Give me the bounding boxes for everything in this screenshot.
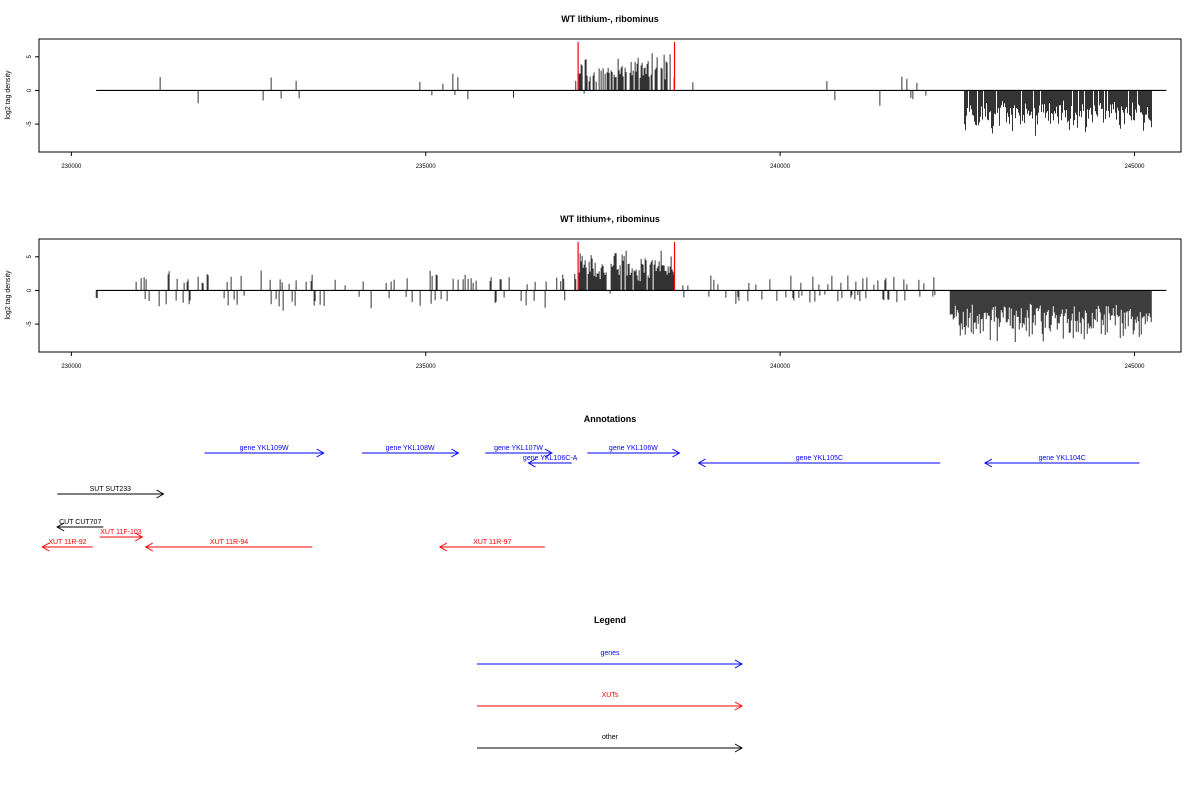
arrow-head	[134, 532, 144, 542]
density-bars	[96, 53, 1167, 136]
x-tick-label: 240000	[770, 364, 791, 370]
annotation-arrow: XUT 11F-103	[99, 529, 144, 542]
arrow-head	[451, 448, 460, 458]
region-markers	[577, 242, 676, 291]
legend-label: XUTs	[602, 692, 619, 699]
legend-items: genes XUTs other	[477, 650, 744, 753]
annotation-arrow: gene YKL104C	[983, 455, 1140, 468]
plot-frame	[38, 38, 1182, 153]
annotation-label: gene YKL104C	[1039, 455, 1086, 462]
annotation-arrow: XUT 11R-94	[144, 539, 313, 552]
x-tick-label: 230000	[61, 364, 82, 370]
arrow-head	[41, 542, 50, 552]
legend: Legend genes XUTs other	[477, 615, 744, 753]
annotation-label: gene YKL106W	[609, 445, 658, 452]
legend-item: genes	[477, 650, 744, 669]
annotation-arrow: gene YKL108W	[361, 445, 460, 458]
y-tick-label: 5	[27, 254, 33, 258]
plot-title: WT lithium-, ribominus	[561, 14, 659, 24]
y-tick-label: -5	[27, 121, 33, 127]
arrow-head	[144, 542, 154, 552]
annotation-arrow: gene YKL109W	[204, 445, 325, 458]
y-tick-label: -5	[27, 321, 33, 327]
arrow-head	[156, 489, 165, 499]
y-tick-label: 5	[27, 54, 33, 58]
y-tick-label: 0	[27, 88, 33, 92]
annotation-label: CUT CUT707	[59, 519, 101, 526]
annotation-label: gene YKL105C	[796, 455, 843, 462]
arrow-head	[983, 458, 993, 468]
annotation-label: gene YKL107W	[494, 445, 543, 452]
x-tick-label: 230000	[61, 164, 82, 170]
plot-title: WT lithium+, ribominus	[560, 214, 660, 224]
legend-title: Legend	[594, 615, 626, 625]
x-tick-label: 245000	[1124, 364, 1145, 370]
x-tick-label: 240000	[770, 164, 791, 170]
density-bars	[95, 250, 1167, 343]
annotations-title: Annotations	[584, 414, 637, 424]
legend-label: genes	[600, 650, 620, 657]
annotation-arrow: gene YKL105C	[697, 455, 941, 468]
y-axis-label: log2 tag density	[5, 270, 12, 320]
annotation-label: gene YKL109W	[240, 445, 289, 452]
track-plot-lithium-minus: WT lithium-, ribominus log2 tag density …	[5, 14, 1182, 170]
annotation-label: SUT SUT233	[90, 486, 132, 493]
legend-label: other	[602, 734, 619, 741]
annotation-label: XUT 11R-94	[210, 539, 248, 546]
legend-item: other	[477, 734, 744, 753]
annotation-arrow: XUT 11R-92	[41, 539, 93, 552]
legend-item: XUTs	[477, 692, 744, 711]
region-markers	[577, 42, 676, 91]
arrow-head	[544, 448, 553, 458]
plot-frame	[38, 238, 1182, 353]
x-tick-label: 235000	[416, 164, 437, 170]
annotation-arrow: SUT SUT233	[57, 486, 165, 499]
annotation-label: gene YKL108W	[386, 445, 435, 452]
axes: 230000 235000 240000 245000 -5 0 5	[27, 254, 1145, 370]
legend-arrow-head	[734, 659, 744, 669]
arrow-head	[438, 542, 448, 552]
arrow-head	[697, 458, 706, 468]
annotation-label: gene YKL106C-A	[523, 455, 578, 462]
x-tick-label: 235000	[416, 364, 437, 370]
annotation-label: XUT 11R-92	[48, 539, 86, 546]
annotation-arrow: CUT CUT707	[56, 519, 104, 532]
axes: 230000 235000 240000 245000 -5 0 5	[27, 54, 1145, 170]
annotation-arrow: gene YKL106W	[587, 445, 681, 458]
track-plot-lithium-plus: WT lithium+, ribominus log2 tag density …	[5, 214, 1182, 370]
x-tick-label: 245000	[1124, 164, 1145, 170]
arrow-head	[316, 448, 325, 458]
y-axis-label: log2 tag density	[5, 70, 12, 120]
annotation-arrow: gene YKL106C-A	[523, 455, 578, 468]
annotation-items: gene YKL109W gene YKL108W gene YKL107W gene…	[41, 445, 1140, 552]
arrow-head	[672, 448, 681, 458]
arrow-head	[56, 522, 65, 532]
annotation-label: XUT 11F-103	[100, 529, 141, 536]
annotation-label: XUT 11R-97	[473, 539, 511, 546]
annotation-arrow: gene YKL107W	[485, 445, 553, 458]
annotation-arrow: XUT 11R-97	[438, 539, 545, 552]
arrow-head	[527, 458, 536, 468]
legend-arrow-head	[734, 701, 744, 711]
y-tick-label: 0	[27, 288, 33, 292]
annotations-panel: Annotations gene YKL109W gene YKL108W gene…	[41, 414, 1140, 552]
legend-arrow-head	[734, 743, 744, 753]
